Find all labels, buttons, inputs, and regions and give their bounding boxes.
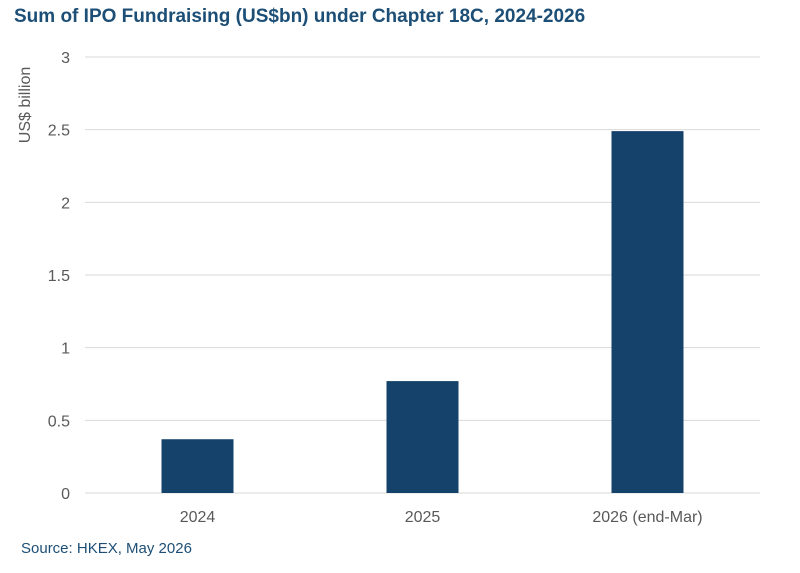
bars	[161, 131, 684, 493]
y-axis-label: US$ billion	[17, 67, 34, 143]
y-tick-label: 0.5	[48, 413, 70, 430]
source-note: Source: HKEX, May 2026	[21, 540, 192, 557]
bar	[386, 381, 459, 493]
y-tick-label: 1.5	[48, 268, 70, 285]
y-tick-label: 1	[61, 341, 70, 358]
y-tick-label: 0	[61, 486, 70, 503]
chart-title: Sum of IPO Fundraising (US$bn) under Cha…	[14, 6, 586, 27]
bar	[161, 439, 234, 493]
y-tick-labels: 0 0.5 1 1.5 2 2.5 3	[48, 50, 70, 503]
x-tick-labels: 2024 2025 2026 (end-Mar)	[180, 509, 703, 526]
x-tick-label: 2024	[180, 509, 216, 526]
x-tick-label: 2026 (end-Mar)	[592, 509, 702, 526]
bar	[611, 131, 684, 493]
y-tick-label: 2	[61, 195, 70, 212]
x-tick-label: 2025	[405, 509, 441, 526]
y-tick-label: 3	[61, 50, 70, 67]
y-tick-label: 2.5	[48, 123, 70, 140]
